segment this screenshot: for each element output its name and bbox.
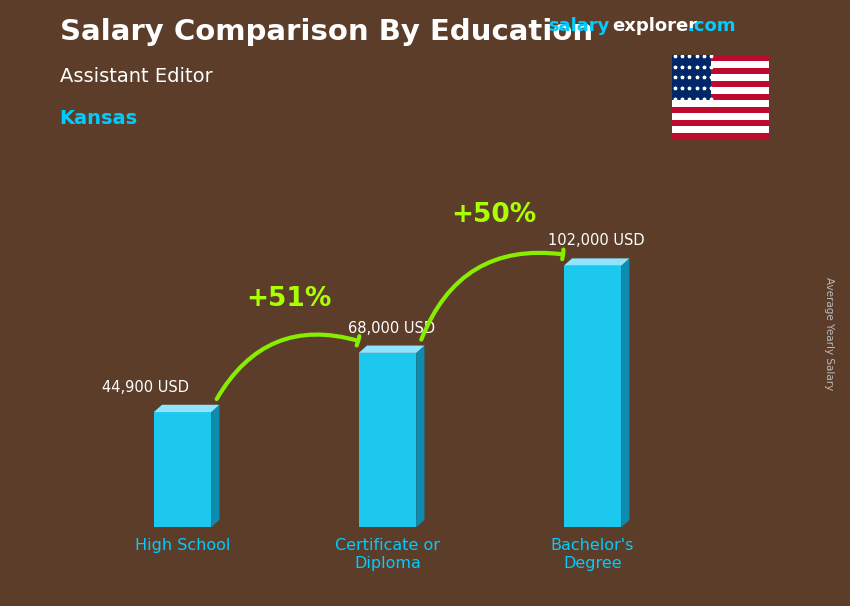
Polygon shape [359,353,416,527]
Polygon shape [416,345,424,527]
Polygon shape [154,405,219,412]
Bar [672,107,769,113]
Text: 102,000 USD: 102,000 USD [548,233,645,248]
Bar [672,113,769,120]
Bar [672,68,769,74]
Text: explorer: explorer [612,17,697,35]
Text: salary: salary [548,17,609,35]
Polygon shape [211,405,219,527]
Bar [672,87,769,94]
Bar [672,120,769,126]
Polygon shape [564,265,621,527]
Bar [672,61,769,68]
Bar [672,74,769,81]
Polygon shape [564,258,629,265]
Text: Average Yearly Salary: Average Yearly Salary [824,277,834,390]
Text: .com: .com [687,17,735,35]
Bar [672,55,711,100]
Text: 44,900 USD: 44,900 USD [102,380,189,395]
Text: Salary Comparison By Education: Salary Comparison By Education [60,18,592,46]
Bar [672,100,769,107]
Polygon shape [621,258,629,527]
Text: Kansas: Kansas [60,109,138,128]
Bar [672,126,769,133]
Text: +51%: +51% [246,286,332,312]
Text: +50%: +50% [451,202,536,228]
Bar [672,81,769,87]
Bar [672,133,769,139]
Bar [672,55,769,61]
Text: 68,000 USD: 68,000 USD [348,321,435,336]
Bar [672,94,769,100]
Text: Assistant Editor: Assistant Editor [60,67,212,85]
Polygon shape [359,345,424,353]
Polygon shape [154,412,211,527]
